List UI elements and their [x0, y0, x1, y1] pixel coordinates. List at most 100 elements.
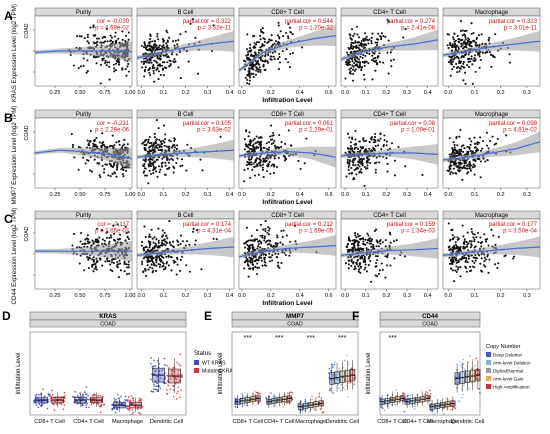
data-point [101, 229, 104, 232]
data-point [97, 37, 101, 40]
data-point [247, 146, 250, 149]
data-point [481, 51, 484, 54]
box-subtitle: COAD [287, 322, 303, 328]
data-point [358, 44, 361, 47]
data-point [288, 254, 291, 257]
data-point [173, 137, 176, 140]
data-point [152, 162, 155, 165]
data-point [277, 261, 280, 264]
data-point [265, 147, 268, 150]
data-point [268, 242, 271, 245]
data-point [92, 145, 95, 148]
data-point [465, 266, 468, 270]
data-point [289, 52, 292, 56]
data-point [372, 141, 375, 144]
data-point [161, 235, 164, 238]
data-point [166, 39, 169, 42]
data-point [471, 260, 474, 263]
confidence-band [341, 143, 438, 165]
data-point [451, 229, 454, 232]
box-point [71, 395, 74, 398]
box-point [245, 404, 248, 407]
x-tick-label: 0.3 [204, 192, 212, 198]
data-point [274, 40, 278, 43]
data-point [490, 228, 493, 231]
data-point [96, 40, 99, 43]
data-point [263, 235, 266, 238]
data-point [171, 245, 174, 248]
data-point [272, 131, 275, 135]
box-point [331, 366, 334, 369]
data-point [474, 54, 477, 57]
data-point [105, 163, 108, 166]
data-point [254, 265, 257, 268]
data-point [464, 38, 467, 41]
data-point [155, 158, 158, 161]
box-point [96, 401, 99, 403]
data-point [158, 170, 161, 174]
data-point [118, 143, 121, 146]
data-point [356, 150, 359, 153]
box-point [259, 392, 261, 395]
data-point [366, 239, 369, 242]
data-point [350, 258, 353, 261]
box-point [166, 380, 169, 382]
data-point [382, 145, 385, 148]
data-point [479, 242, 482, 245]
data-point [144, 160, 147, 163]
data-point [95, 240, 98, 243]
data-point [262, 228, 265, 231]
data-point [250, 156, 253, 159]
data-point [454, 269, 457, 272]
box-point [37, 406, 40, 409]
data-point [95, 227, 99, 230]
data-point [369, 161, 372, 165]
correlation-value: partial.cor = 0.159 [387, 222, 436, 228]
data-point [155, 141, 158, 144]
data-point [246, 260, 249, 263]
data-point [365, 247, 368, 250]
box-point [74, 390, 77, 393]
data-point [460, 150, 463, 153]
fit-line [238, 245, 337, 258]
data-point [246, 150, 249, 153]
data-point [106, 61, 109, 64]
data-point [116, 263, 119, 266]
data-point [117, 37, 120, 40]
box-point [340, 384, 342, 386]
data-point [385, 140, 388, 143]
data-point [454, 163, 457, 166]
box-point [394, 403, 397, 406]
box-point [54, 400, 56, 403]
data-point [458, 38, 461, 41]
data-point [251, 65, 254, 69]
data-point [116, 260, 119, 264]
box-point [478, 388, 480, 390]
box-point [60, 403, 63, 405]
data-point [455, 265, 458, 268]
data-point [245, 54, 248, 57]
box-point [255, 391, 258, 394]
data-point [176, 240, 180, 243]
fit-line [34, 149, 133, 160]
data-point [355, 248, 359, 251]
correlation-value: partial.cor = 0.177 [489, 222, 538, 228]
data-point [149, 172, 152, 176]
data-point [103, 242, 106, 245]
data-point [466, 231, 469, 234]
panel-letter: C [4, 212, 13, 226]
data-point [457, 266, 460, 269]
data-point [249, 246, 252, 250]
data-point [356, 255, 359, 258]
data-point [358, 140, 361, 143]
x-tick-label: 0.0 [238, 293, 246, 299]
data-point [244, 130, 248, 133]
data-point [152, 169, 155, 172]
data-point [268, 233, 271, 236]
data-point [148, 145, 152, 148]
data-point [466, 172, 469, 175]
box-point [99, 411, 102, 414]
data-point [367, 42, 370, 45]
data-point [155, 68, 158, 72]
data-point [250, 158, 253, 161]
